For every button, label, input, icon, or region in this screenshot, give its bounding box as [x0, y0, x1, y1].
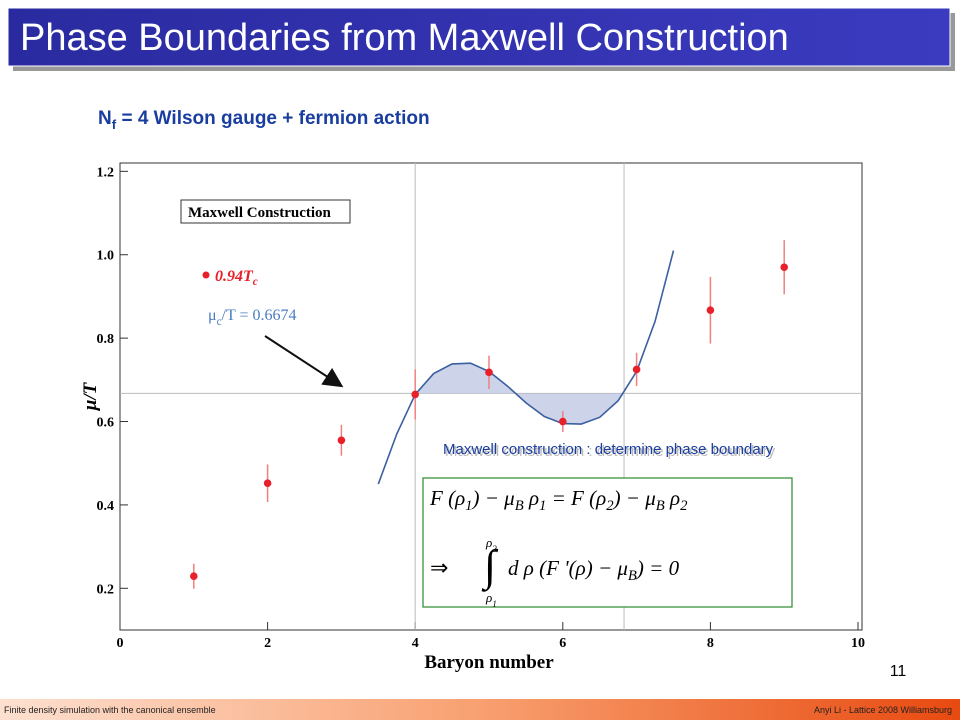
subtitle: Nf = 4 Wilson gauge + fermion action [98, 108, 430, 132]
text-run: d ρ (F '(ρ) − μ [508, 556, 628, 580]
slide-title: Phase Boundaries from Maxwell Constructi… [20, 17, 789, 59]
annotation-shadow: Maxwell construction : determine phase b… [445, 443, 776, 460]
text-run: ρ [485, 535, 492, 550]
x-tick-label: 4 [412, 636, 419, 651]
text-run: /T = [222, 307, 253, 324]
legend-entry: 0.94Tc [215, 268, 258, 288]
text-run: ρ [524, 486, 539, 510]
y-axis-label: μ/T [80, 381, 101, 411]
data-point [780, 263, 788, 272]
equation: d ρ (F '(ρ) − μB) = 0 [508, 556, 680, 584]
data-point [706, 306, 715, 314]
shaded-region [415, 363, 625, 425]
data-point [263, 479, 272, 488]
text-run: ρ [485, 590, 492, 605]
subscript: B [628, 568, 637, 584]
integral-upper: ρ2 [485, 535, 497, 554]
text-run: ) − μ [472, 486, 515, 510]
x-tick-label: 2 [264, 636, 271, 651]
subscript: f [112, 117, 117, 132]
text-run: ) − μ [613, 486, 656, 510]
data-point [559, 417, 567, 426]
footer-right: Anyi Li - Lattice 2008 Williamsburg [814, 705, 952, 715]
y-tick-label: 1.2 [97, 165, 115, 180]
title-bar [7, 7, 951, 67]
y-tick-label: 1.0 [97, 249, 115, 264]
subscript: c [217, 316, 222, 328]
data-point [485, 368, 493, 377]
text-run: ρ [665, 486, 680, 510]
critical-label: μc/T = 0.6674 [208, 307, 297, 328]
subscript: 1 [539, 498, 546, 514]
equation-box [422, 477, 793, 608]
x-tick-label: 6 [559, 636, 566, 651]
text-run: N [98, 108, 112, 129]
subscript: B [515, 498, 524, 514]
x-axis-label: Baryon number [424, 652, 554, 673]
y-tick-label: 0.8 [97, 332, 115, 347]
legend-marker [202, 271, 210, 279]
equation: F (ρ1) − μB ρ1 = F (ρ2) − μB ρ2 [429, 486, 688, 514]
text-run: 0.94T [215, 268, 254, 285]
integral-sign: ∫ [481, 541, 499, 592]
subscript: 1 [492, 599, 497, 609]
text-run: μ [208, 307, 217, 324]
x-tick-label: 8 [707, 636, 714, 651]
y-tick-label: 0.4 [97, 499, 115, 514]
text-run: = F (ρ [546, 486, 606, 510]
footer-left: Finite density simulation with the canon… [4, 705, 216, 715]
annotation-arrow [264, 335, 344, 388]
subscript: 2 [606, 498, 614, 514]
subscript: c [253, 276, 258, 288]
critical-value: 0.6674 [253, 307, 297, 324]
legend-box [180, 199, 351, 224]
y-tick-label: 0.6 [97, 416, 115, 431]
fit-curve [377, 250, 675, 485]
text-run: = 4 Wilson gauge + fermion action [116, 108, 429, 129]
text-run: F (ρ [429, 486, 465, 510]
footer-bar [0, 699, 960, 720]
y-tick-label: 0.2 [97, 582, 115, 597]
x-tick-label: 10 [851, 636, 865, 651]
subscript: 2 [680, 498, 688, 514]
subscript: 1 [465, 498, 472, 514]
equation-arrow: ⇒ [430, 555, 448, 580]
legend-title: Maxwell Construction [188, 205, 332, 221]
annotation: Maxwell construction : determine phase b… [443, 441, 774, 458]
subscript: B [656, 498, 665, 514]
data-point [337, 436, 346, 445]
plot-frame [119, 162, 863, 631]
page-number: 11 [890, 663, 907, 680]
subscript: 2 [492, 544, 497, 554]
x-tick-label: 0 [117, 636, 124, 651]
data-point [632, 365, 641, 374]
data-point [190, 572, 198, 581]
integral-lower: ρ1 [485, 590, 497, 609]
text-run: ) = 0 [636, 556, 680, 580]
data-point [411, 390, 420, 399]
